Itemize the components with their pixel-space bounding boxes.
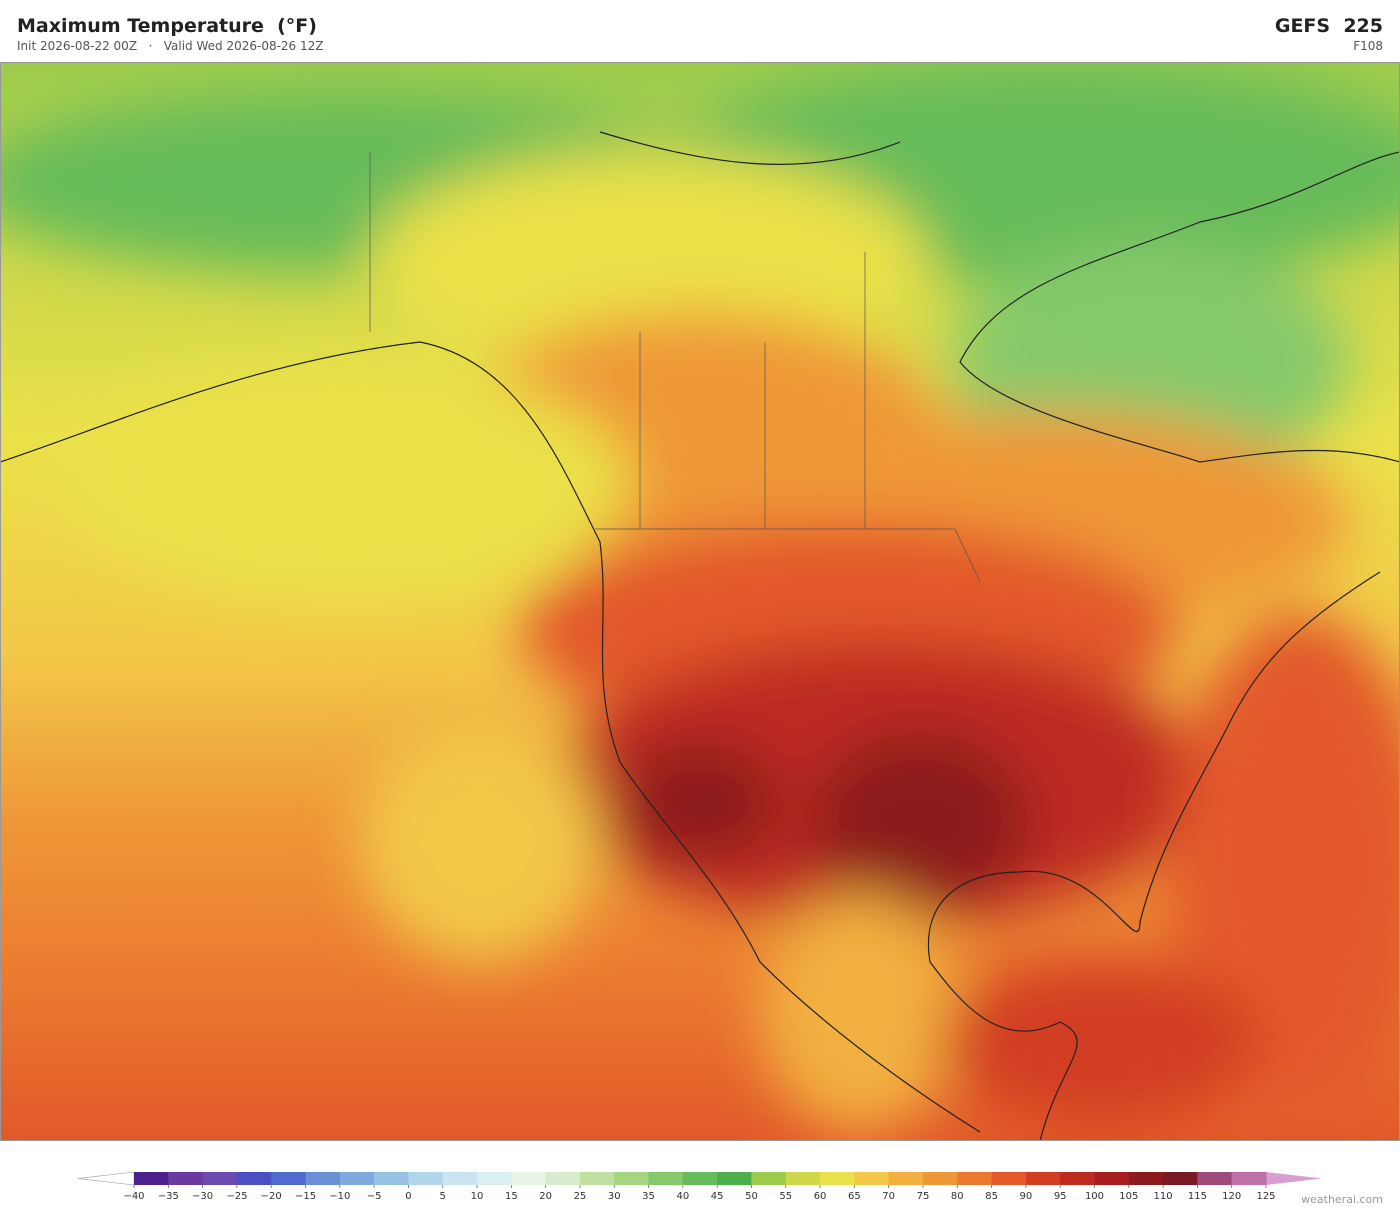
model-name: GEFS 225 [1274,15,1383,37]
colorbar-label: 0 [405,1191,411,1202]
colorbar-swatch [545,1172,581,1185]
colorbar-swatch [854,1172,890,1185]
colorbar-label: −10 [329,1191,350,1202]
colorbar-swatch [305,1172,341,1185]
colorbar-swatch [1094,1172,1130,1185]
map-title: Maximum Temperature (°F) [17,15,317,37]
colorbar-label: −40 [123,1191,144,1202]
colorbar-label: 20 [539,1191,552,1202]
colorbar-swatch [1163,1172,1198,1185]
colorbar-label: −35 [158,1191,179,1202]
colorbar-label: 90 [1020,1191,1033,1202]
colorbar-swatch [408,1172,444,1185]
colorbar-swatch [1025,1172,1061,1185]
colorbar-label: −20 [261,1191,282,1202]
colorbar-swatch [957,1172,993,1185]
colorbar-swatch [820,1172,855,1185]
temperature-field [0,62,1400,1132]
colorbar-swatch [785,1172,821,1185]
colorbar-under [77,1171,135,1186]
forecast-hour: F108 [1353,39,1383,53]
colorbar-label: 105 [1119,1191,1138,1202]
colorbar-swatch [1197,1172,1233,1185]
colorbar-label: 95 [1054,1191,1067,1202]
colorbar-label: 110 [1154,1191,1173,1202]
colorbar-label: 60 [814,1191,827,1202]
colorbar-label: −25 [226,1191,247,1202]
colorbar-swatch [134,1172,169,1185]
colorbar-swatch [442,1172,478,1185]
map [0,62,1400,1141]
colorbar-label: −5 [367,1191,382,1202]
colorbar-label: −30 [192,1191,213,1202]
colorbar-swatch [991,1172,1027,1185]
colorbar-swatch [374,1172,409,1185]
colorbar-swatch [648,1172,684,1185]
colorbar-label: 70 [882,1191,895,1202]
colorbar-label: 45 [711,1191,724,1202]
colorbar-label: −15 [295,1191,316,1202]
colorbar-swatch [511,1172,547,1185]
colorbar-label: 10 [471,1191,484,1202]
colorbar-swatch [888,1172,924,1185]
colorbar-swatch [1128,1172,1164,1185]
colorbar-label: 115 [1188,1191,1207,1202]
colorbar-swatch [1060,1172,1095,1185]
colorbar-swatch [922,1172,958,1185]
map-subtitle: Init 2026-08-22 00Z · Valid Wed 2026-08-… [17,39,324,53]
colorbar-over [1266,1172,1322,1185]
colorbar-label: 30 [608,1191,621,1202]
colorbar-label: 15 [505,1191,518,1202]
colorbar-label: 35 [642,1191,655,1202]
colorbar-label: 65 [848,1191,861,1202]
colorbar-swatch [339,1172,375,1185]
colorbar-label: 25 [574,1191,587,1202]
colorbar-label: 55 [779,1191,792,1202]
colorbar-label: 120 [1222,1191,1241,1202]
colorbar-swatch [614,1172,650,1185]
borders [369,152,981,583]
colorbar-label: 75 [917,1191,930,1202]
colorbar-swatch [1231,1172,1267,1185]
colorbar-swatch [236,1172,272,1185]
colorbar-label: 100 [1085,1191,1104,1202]
colorbar-label: 85 [985,1191,998,1202]
colorbar-swatch [477,1172,512,1185]
coastline [0,131,1400,1141]
colorbar-label: 40 [676,1191,689,1202]
colorbar-swatch [717,1172,752,1185]
colorbar-swatch [168,1172,204,1185]
colorbar-label: 50 [745,1191,758,1202]
colorbar-label: 5 [440,1191,446,1202]
watermark: weatherai.com [1301,1193,1383,1206]
colorbar-swatch [682,1172,718,1185]
colorbar-label: 125 [1256,1191,1275,1202]
colorbar-swatch [579,1172,615,1185]
colorbar: −40 −35 −30 −25 −20 −15 −10 −5 0 5 10 15 20 25 30 35 40 4… [77,1171,1322,1202]
colorbar-swatch [271,1172,307,1185]
colorbar-swatch [202,1172,238,1185]
colorbar-swatch [751,1172,787,1185]
colorbar-label: 80 [951,1191,964,1202]
